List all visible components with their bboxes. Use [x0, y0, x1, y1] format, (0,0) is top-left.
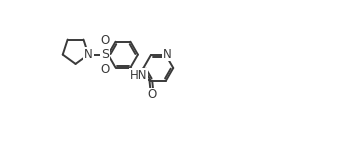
- Text: O: O: [148, 88, 157, 101]
- Text: O: O: [100, 63, 110, 76]
- Text: S: S: [101, 48, 109, 61]
- Text: O: O: [100, 34, 110, 47]
- Text: N: N: [163, 47, 171, 61]
- Text: HN: HN: [130, 69, 147, 82]
- Text: N: N: [84, 48, 93, 61]
